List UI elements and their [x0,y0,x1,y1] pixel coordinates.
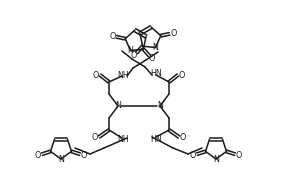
Text: O: O [180,132,186,141]
Text: NH: NH [117,71,129,80]
Text: N: N [115,101,121,110]
Text: HN: HN [150,134,162,143]
Text: O: O [149,54,155,63]
Text: O: O [93,71,99,80]
Text: O: O [170,29,177,38]
Text: O: O [131,51,137,60]
Text: N: N [157,101,163,110]
Text: N: N [58,155,64,164]
Text: HN: HN [150,69,162,78]
Text: O: O [236,151,242,160]
Text: N: N [213,155,219,164]
Text: O: O [179,71,185,80]
Text: NH: NH [117,134,129,143]
Text: N: N [127,46,133,55]
Text: N: N [153,43,158,52]
Text: O: O [81,151,87,160]
Text: O: O [92,132,98,141]
Text: O: O [109,31,116,40]
Text: O: O [35,151,41,160]
Text: O: O [190,151,196,160]
